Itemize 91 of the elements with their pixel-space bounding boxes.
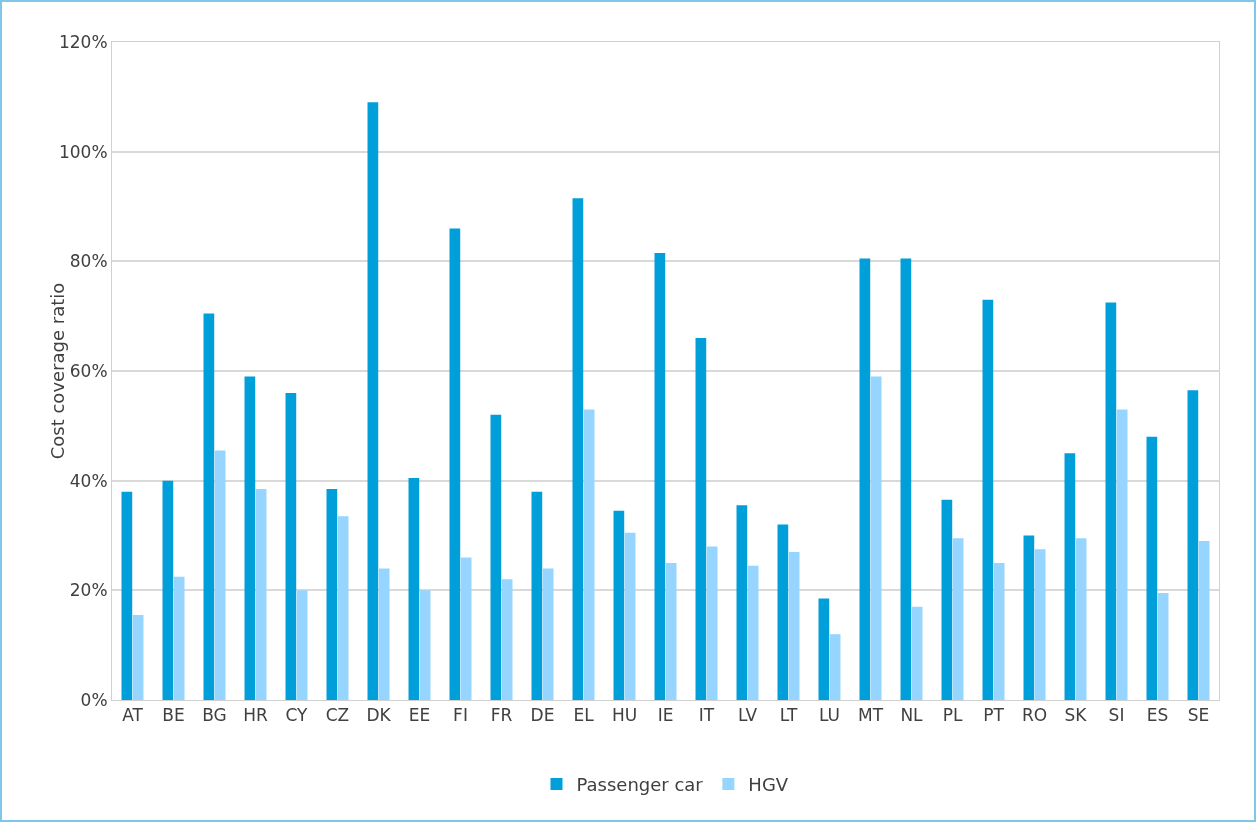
bar	[531, 491, 543, 700]
bar	[818, 598, 830, 700]
bar	[501, 579, 513, 700]
bar	[285, 392, 297, 700]
x-tick-label: ES	[1146, 705, 1169, 726]
legend-label: HGV	[748, 774, 789, 796]
bar	[214, 450, 226, 700]
bar	[132, 615, 144, 700]
x-tick-label: NL	[900, 705, 924, 726]
x-tick-label: SK	[1064, 705, 1088, 726]
y-tick-label: 100%	[58, 141, 108, 162]
bar	[941, 499, 953, 700]
bar	[900, 258, 912, 700]
bar	[1157, 593, 1169, 700]
x-tick-label: LV	[737, 705, 758, 726]
bar	[326, 488, 338, 700]
y-tick-label: 60%	[69, 360, 108, 381]
x-tick-label: EL	[573, 705, 595, 726]
bar	[1064, 453, 1076, 700]
x-tick-label: PT	[983, 705, 1005, 726]
bar	[408, 477, 420, 700]
bar	[490, 414, 502, 700]
x-tick-label: HR	[243, 705, 268, 726]
y-tick-label: 120%	[58, 31, 108, 52]
y-tick-label: 0%	[80, 689, 108, 710]
bar	[296, 590, 308, 700]
x-tick-label: PL	[942, 705, 963, 726]
x-tick-label: SI	[1108, 705, 1125, 726]
bar	[419, 590, 431, 700]
bar	[870, 376, 882, 700]
bar	[572, 198, 584, 700]
y-tick-label: 20%	[69, 580, 108, 601]
y-tick-label: 80%	[69, 251, 108, 272]
bar	[1187, 390, 1199, 700]
x-tick-label: FR	[490, 705, 513, 726]
bar	[244, 376, 256, 700]
bar	[747, 565, 759, 700]
bar	[449, 228, 461, 700]
bar	[777, 524, 789, 700]
bar	[695, 338, 707, 700]
bar	[1146, 436, 1158, 700]
x-tick-label: RO	[1021, 705, 1048, 726]
x-tick-label: LU	[818, 705, 841, 726]
x-tick-label: DK	[366, 705, 392, 726]
x-tick-label: IE	[657, 705, 674, 726]
bar	[982, 299, 994, 700]
x-tick-label: CY	[285, 705, 309, 726]
bar	[1023, 535, 1035, 700]
bar	[829, 634, 841, 700]
bar	[1116, 409, 1128, 700]
x-tick-label: HU	[611, 705, 638, 726]
bar	[583, 409, 595, 700]
x-tick-label: AT	[122, 705, 144, 726]
bar	[121, 491, 133, 700]
x-tick-label: BE	[162, 705, 185, 726]
bar	[1075, 538, 1087, 700]
bar	[1198, 540, 1210, 700]
y-tick-label: 40%	[69, 470, 108, 491]
bar	[460, 557, 472, 700]
bar	[255, 488, 267, 700]
bar	[952, 538, 964, 700]
bar	[367, 102, 379, 700]
bar	[788, 551, 800, 700]
legend-label: Passenger car	[576, 774, 704, 796]
x-tick-label: DE	[530, 705, 555, 726]
x-tick-label: MT	[857, 705, 884, 726]
y-axis-title: Cost coverage ratio	[46, 282, 68, 460]
bar	[337, 516, 349, 700]
bar	[654, 253, 666, 700]
bar	[624, 532, 636, 700]
x-tick-label: BG	[202, 705, 227, 726]
bar	[173, 576, 185, 700]
bar	[993, 562, 1005, 700]
x-tick-label: IT	[698, 705, 715, 726]
bar	[706, 546, 718, 700]
x-tick-label: LT	[779, 705, 798, 726]
x-tick-label: EE	[408, 705, 431, 726]
bar	[203, 313, 215, 700]
bar	[859, 258, 871, 700]
x-tick-label: CZ	[325, 705, 350, 726]
bar	[736, 505, 748, 700]
bar	[542, 568, 554, 700]
bar	[665, 562, 677, 700]
bar	[378, 568, 390, 700]
x-tick-label: FI	[453, 705, 468, 726]
bar	[162, 480, 174, 700]
bar	[613, 510, 625, 700]
bar	[911, 606, 923, 700]
bar	[1105, 302, 1117, 700]
bar	[1034, 549, 1046, 700]
x-tick-label: SE	[1187, 705, 1210, 726]
